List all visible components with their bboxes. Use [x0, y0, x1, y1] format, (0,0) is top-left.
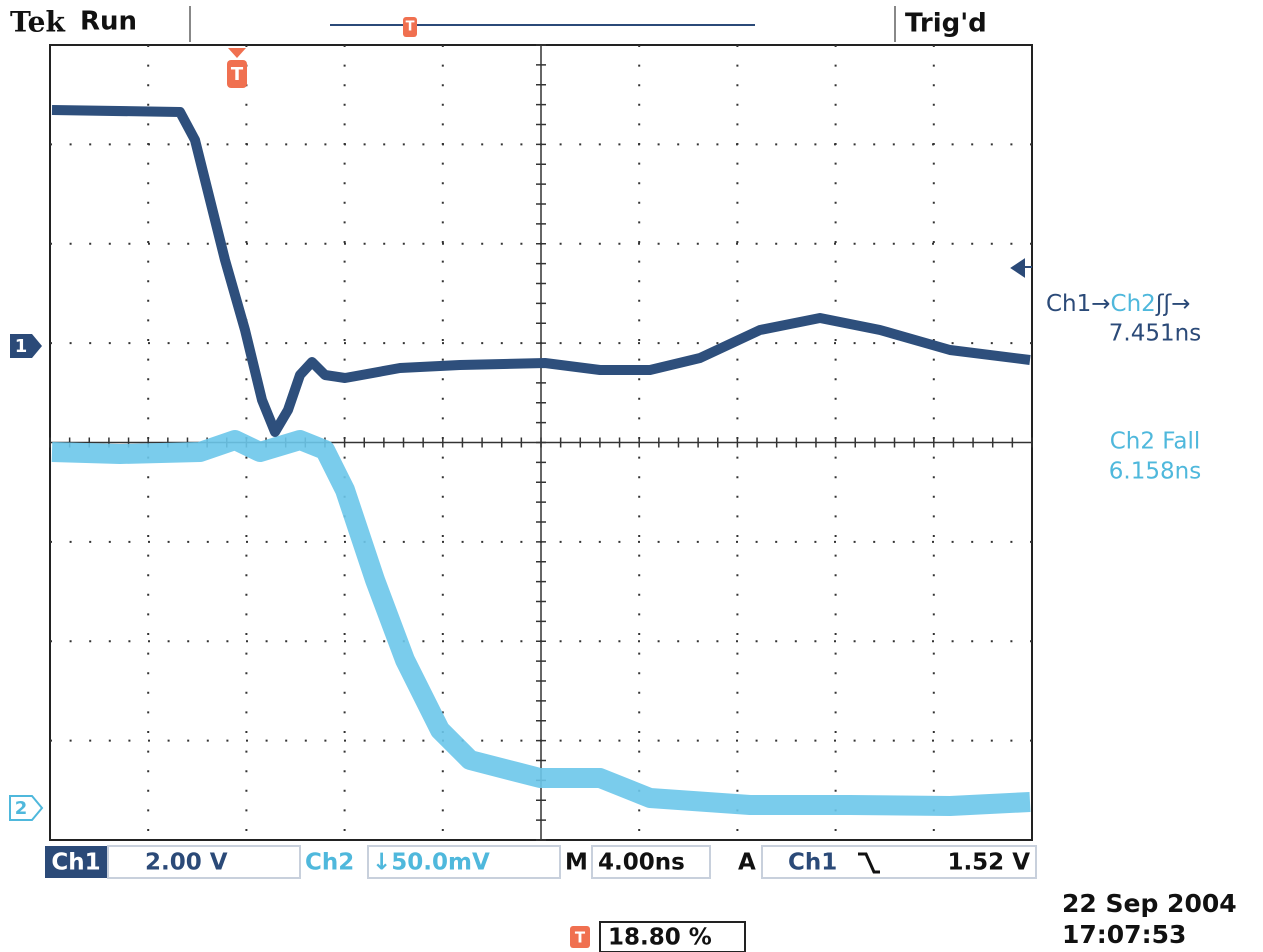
trigger-letter: T [406, 20, 415, 35]
time-label: M [565, 850, 588, 876]
ch1-scale: 2.00 V [145, 850, 228, 876]
date: 22 Sep 2004 [1062, 889, 1237, 918]
trigger-box [761, 845, 1037, 879]
ch1-waveform [51, 105, 1031, 437]
record-trigger-marker: T [403, 17, 417, 37]
measurement-label: Ch1→Ch2ʃʃ→ [1046, 291, 1191, 317]
trigger-status: Trig'd [905, 9, 987, 39]
measurement-label-part: Ch1→ [1046, 291, 1111, 317]
time-scale-box [591, 845, 711, 879]
trigger-marker: T [227, 48, 247, 88]
ch2-waveform [51, 430, 1031, 816]
ch1-badge [45, 846, 107, 878]
ch1-label: Ch1 [51, 850, 100, 876]
trigger-position-box [599, 921, 746, 952]
trigger-letter: T [575, 929, 586, 947]
measurement-value: 7.451ns [1109, 321, 1201, 347]
measurement-label-part: Ch2 [1111, 291, 1156, 317]
trigger-position: 18.80 % [608, 925, 712, 951]
measurement-value: 6.158ns [1109, 459, 1201, 485]
ch2-scale-box [367, 845, 561, 879]
trigger-source: Ch1 [788, 850, 837, 876]
ch2-scale: ↓50.0mV [372, 850, 490, 876]
brand: Tek [10, 6, 65, 39]
ch2-label: Ch2 [305, 850, 354, 876]
time: 17:07:53 [1062, 920, 1186, 949]
falling-slope-icon [858, 852, 880, 874]
ch2-ground-marker: 2 [9, 795, 44, 821]
ch1-scale-box [107, 845, 301, 879]
time-scale: 4.00ns [598, 850, 685, 876]
trigger-position-icon: T [570, 926, 590, 948]
ch1-marker-label: 1 [15, 336, 28, 357]
measurement-label: Ch2 Fall [1110, 429, 1201, 455]
run-state: Run [80, 7, 137, 37]
trigger-label: A [738, 850, 756, 876]
trigger-level: 1.52 V [947, 850, 1030, 876]
trigger-letter: T [231, 64, 244, 85]
trigger-level-marker [1010, 258, 1032, 278]
ch1-ground-marker: 1 [10, 334, 42, 358]
measurement-label-part: ʃʃ→ [1155, 291, 1191, 317]
ch2-marker-label: 2 [15, 798, 28, 819]
